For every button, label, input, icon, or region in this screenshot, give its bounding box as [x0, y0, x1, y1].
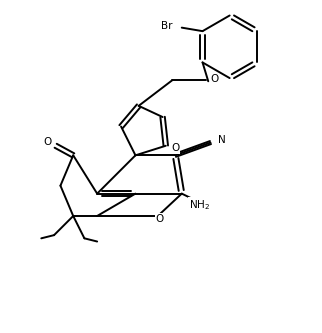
- Text: O: O: [211, 74, 219, 84]
- Text: O: O: [43, 137, 52, 147]
- Text: O: O: [155, 213, 164, 223]
- Text: N: N: [217, 135, 225, 145]
- Text: Br: Br: [161, 21, 172, 31]
- Text: O: O: [171, 143, 179, 153]
- Text: NH$_2$: NH$_2$: [189, 198, 210, 212]
